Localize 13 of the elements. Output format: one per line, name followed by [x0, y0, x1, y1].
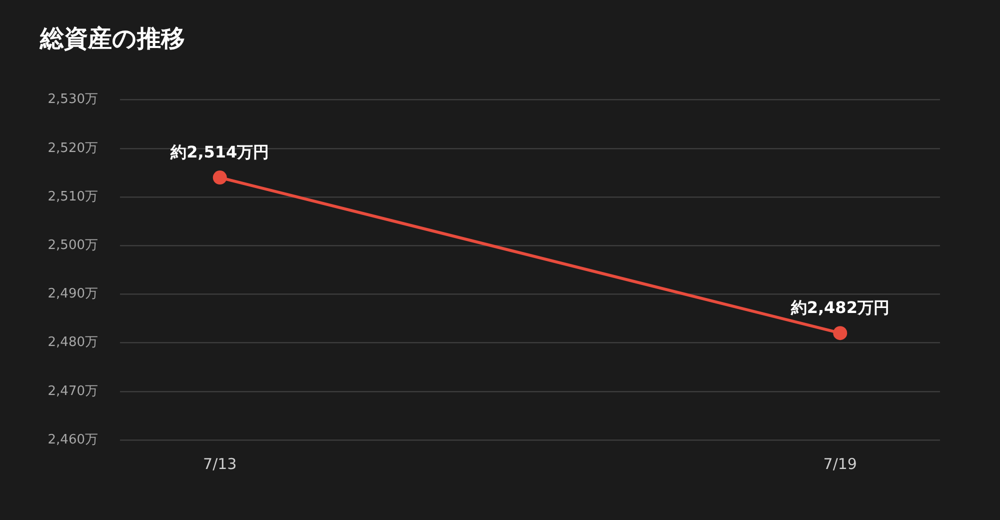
chart-title: 総資産の推移 — [39, 24, 185, 53]
y-tick-label: 2,520万 — [48, 140, 98, 156]
y-tick-label: 2,480万 — [48, 335, 98, 350]
y-tick-label: 2,500万 — [48, 238, 98, 253]
x-tick-label: 7/19 — [823, 454, 857, 473]
y-tick-label: 2,510万 — [48, 189, 98, 204]
y-tick-label: 2,530万 — [48, 92, 98, 108]
x-tick-label: 7/13 — [203, 454, 237, 473]
y-tick-label: 2,490万 — [48, 286, 98, 302]
data-label: 約2,482万円 — [790, 298, 890, 318]
data-label: 約2,514万円 — [170, 142, 270, 162]
y-tick-label: 2,460万 — [48, 432, 98, 448]
y-tick-label: 2,470万 — [48, 384, 98, 399]
